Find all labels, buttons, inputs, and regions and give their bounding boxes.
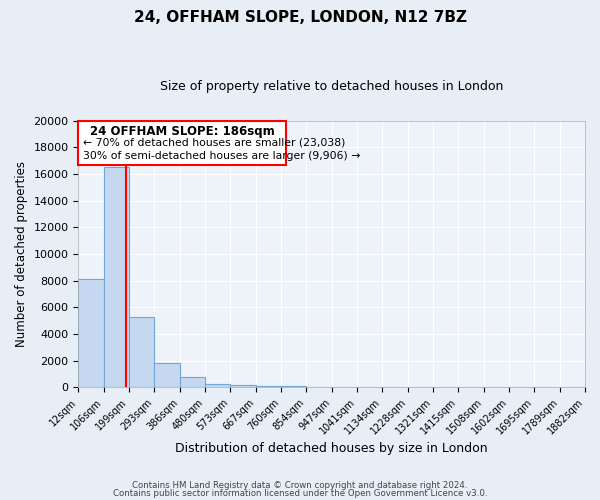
Bar <box>256 386 281 388</box>
Text: Contains HM Land Registry data © Crown copyright and database right 2024.: Contains HM Land Registry data © Crown c… <box>132 481 468 490</box>
Y-axis label: Number of detached properties: Number of detached properties <box>15 161 28 347</box>
Bar <box>154 364 180 388</box>
Title: Size of property relative to detached houses in London: Size of property relative to detached ho… <box>160 80 503 93</box>
Bar <box>230 386 256 388</box>
Text: 24, OFFHAM SLOPE, LONDON, N12 7BZ: 24, OFFHAM SLOPE, LONDON, N12 7BZ <box>133 10 467 25</box>
Text: ← 70% of detached houses are smaller (23,038): ← 70% of detached houses are smaller (23… <box>83 138 346 148</box>
Bar <box>281 386 307 388</box>
Bar <box>180 378 205 388</box>
X-axis label: Distribution of detached houses by size in London: Distribution of detached houses by size … <box>175 442 488 455</box>
Text: 24 OFFHAM SLOPE: 186sqm: 24 OFFHAM SLOPE: 186sqm <box>90 124 275 138</box>
Text: Contains public sector information licensed under the Open Government Licence v3: Contains public sector information licen… <box>113 488 487 498</box>
Bar <box>79 280 104 388</box>
Bar <box>129 316 154 388</box>
Bar <box>104 168 129 388</box>
Bar <box>205 384 230 388</box>
Text: 30% of semi-detached houses are larger (9,906) →: 30% of semi-detached houses are larger (… <box>83 152 361 162</box>
FancyBboxPatch shape <box>79 120 286 164</box>
